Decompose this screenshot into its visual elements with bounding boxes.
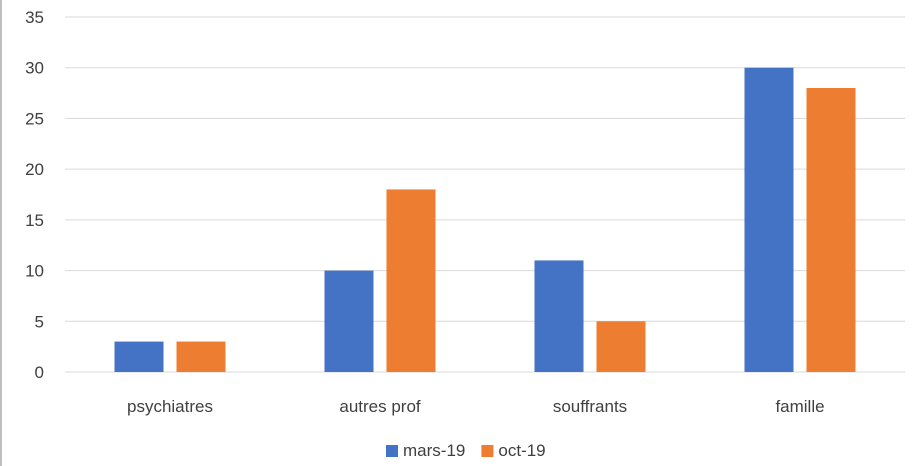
x-category-label: famille: [775, 397, 824, 416]
legend-label: oct-19: [498, 441, 545, 460]
y-tick-label: 30: [25, 59, 44, 78]
y-tick-label: 10: [25, 262, 44, 281]
y-tick-label: 20: [25, 160, 44, 179]
bar: [114, 341, 164, 372]
y-tick-label: 5: [35, 312, 44, 331]
y-tick-label: 0: [35, 363, 44, 382]
y-tick-label: 15: [25, 211, 44, 230]
bar: [744, 67, 794, 372]
legend-label: mars-19: [403, 441, 465, 460]
x-category-label: psychiatres: [127, 397, 213, 416]
bar: [176, 341, 226, 372]
bar: [534, 260, 584, 372]
legend-swatch: [481, 445, 494, 457]
bar: [324, 270, 374, 372]
x-category-label: autres prof: [339, 397, 421, 416]
x-category-label: souffrants: [553, 397, 627, 416]
y-tick-label: 25: [25, 109, 44, 128]
bar: [806, 88, 856, 372]
legend-swatch: [386, 445, 398, 457]
bar: [386, 189, 436, 372]
y-tick-label: 35: [25, 8, 44, 27]
bar: [596, 321, 646, 372]
